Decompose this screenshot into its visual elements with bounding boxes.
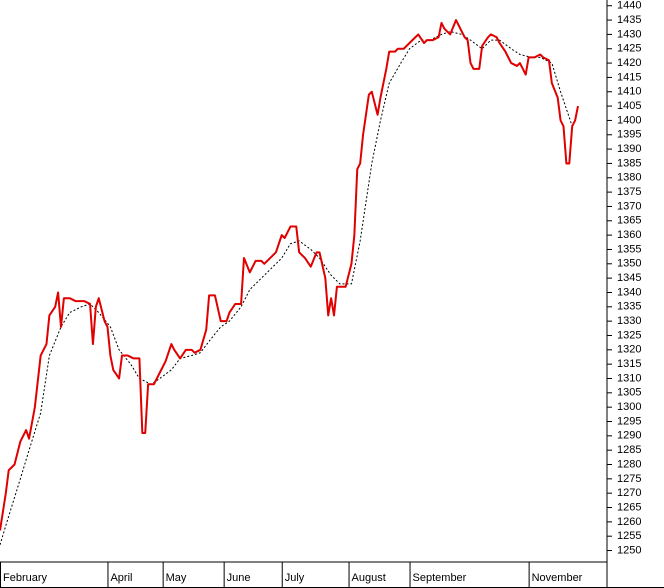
- x-tick-label: February: [3, 572, 48, 584]
- y-tick-label: 1440: [617, 0, 641, 12]
- y-tick-label: 1415: [617, 71, 641, 83]
- y-tick-label: 1260: [617, 516, 641, 528]
- y-tick-label: 1270: [617, 487, 641, 499]
- y-tick-label: 1365: [617, 215, 641, 227]
- y-tick-label: 1310: [617, 372, 641, 384]
- y-tick-label: 1390: [617, 143, 641, 155]
- x-tick-label: November: [532, 572, 583, 584]
- y-tick-label: 1320: [617, 344, 641, 356]
- x-tick-label: July: [285, 572, 305, 584]
- y-tick-label: 1430: [617, 28, 641, 40]
- x-tick-label: April: [110, 572, 132, 584]
- y-tick-label: 1370: [617, 200, 641, 212]
- y-tick-label: 1280: [617, 458, 641, 470]
- y-tick-label: 1330: [617, 315, 641, 327]
- y-tick-label: 1255: [617, 530, 641, 542]
- y-tick-label: 1285: [617, 444, 641, 456]
- x-tick-label: May: [166, 572, 187, 584]
- y-tick-label: 1425: [617, 43, 641, 55]
- y-tick-label: 1290: [617, 430, 641, 442]
- y-tick-label: 1420: [617, 57, 641, 69]
- price-line: [0, 19, 579, 531]
- y-tick-label: 1350: [617, 258, 641, 270]
- y-tick-label: 1385: [617, 157, 641, 169]
- y-tick-label: 1340: [617, 286, 641, 298]
- x-tick-label: August: [352, 572, 386, 584]
- y-tick-label: 1300: [617, 401, 641, 413]
- y-tick-label: 1405: [617, 100, 641, 112]
- y-tick-label: 1380: [617, 172, 641, 184]
- y-tick-label: 1435: [617, 14, 641, 26]
- y-tick-label: 1305: [617, 387, 641, 399]
- x-tick-label: September: [413, 572, 467, 584]
- y-tick-label: 1410: [617, 86, 641, 98]
- y-tick-label: 1375: [617, 186, 641, 198]
- y-tick-label: 1345: [617, 272, 641, 284]
- y-tick-label: 1325: [617, 329, 641, 341]
- y-tick-label: 1275: [617, 473, 641, 485]
- y-tick-label: 1335: [617, 301, 641, 313]
- y-tick-label: 1295: [617, 415, 641, 427]
- y-tick-label: 1400: [617, 114, 641, 126]
- y-tick-label: 1360: [617, 229, 641, 241]
- y-tick-label: 1315: [617, 358, 641, 370]
- y-tick-label: 1395: [617, 129, 641, 141]
- y-tick-label: 1355: [617, 243, 641, 255]
- x-tick-label: June: [227, 572, 251, 584]
- moving-average-line: [0, 31, 576, 545]
- y-tick-label: 1250: [617, 544, 641, 556]
- y-tick-label: 1265: [617, 501, 641, 513]
